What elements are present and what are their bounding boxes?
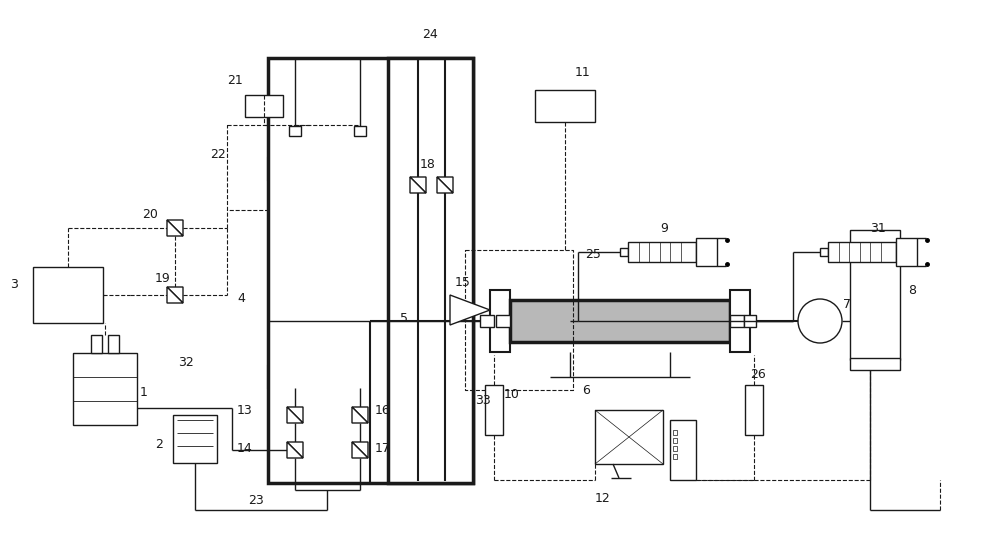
Bar (388, 58, 473, 483)
Bar (730, 315, 744, 327)
Bar (245, 95, 283, 117)
Bar (850, 358, 900, 370)
Polygon shape (410, 177, 426, 193)
Text: 5: 5 (400, 312, 408, 325)
Bar (480, 315, 494, 327)
Text: 13: 13 (237, 404, 253, 417)
Bar (490, 290, 510, 352)
Text: 32: 32 (178, 355, 194, 368)
Text: 23: 23 (248, 493, 264, 506)
Bar (670, 420, 696, 480)
Text: 15: 15 (455, 275, 471, 288)
Bar (673, 438, 677, 443)
Polygon shape (437, 177, 453, 193)
Polygon shape (352, 407, 368, 423)
Polygon shape (167, 220, 183, 236)
Polygon shape (450, 295, 490, 325)
Bar (628, 242, 696, 262)
Text: 11: 11 (575, 65, 591, 78)
Bar (353, 126, 367, 136)
Polygon shape (410, 177, 426, 193)
Bar (696, 238, 717, 266)
Polygon shape (167, 220, 183, 236)
Bar (896, 238, 917, 266)
Text: 4: 4 (237, 292, 245, 305)
Polygon shape (437, 177, 453, 193)
Bar (273, 180, 317, 366)
Bar (33, 267, 103, 323)
Text: 6: 6 (582, 384, 590, 397)
Bar (820, 248, 828, 256)
Bar (535, 90, 595, 122)
Bar (73, 353, 137, 425)
Text: 7: 7 (843, 299, 851, 312)
Bar (108, 335, 119, 353)
Bar (485, 385, 503, 435)
Bar (744, 315, 756, 327)
Polygon shape (287, 442, 303, 458)
Polygon shape (352, 407, 368, 423)
Text: 20: 20 (142, 208, 158, 221)
Text: 3: 3 (10, 279, 18, 292)
Polygon shape (352, 442, 368, 458)
Text: 21: 21 (227, 74, 243, 87)
Text: 25: 25 (585, 248, 601, 261)
Polygon shape (287, 442, 303, 458)
Bar (673, 454, 677, 459)
Text: 10: 10 (504, 388, 520, 401)
Bar (268, 366, 322, 388)
Polygon shape (287, 407, 303, 423)
Bar (289, 126, 301, 136)
Polygon shape (167, 287, 183, 303)
Bar (673, 430, 677, 435)
Text: 33: 33 (475, 393, 491, 406)
Bar (620, 248, 628, 256)
Bar (595, 410, 663, 464)
Text: 14: 14 (237, 441, 253, 454)
Bar (673, 446, 677, 451)
Bar (496, 315, 510, 327)
Bar (354, 126, 366, 136)
Text: 8: 8 (908, 283, 916, 296)
Text: 22: 22 (210, 148, 226, 162)
Bar (333, 366, 387, 388)
Bar (91, 335, 102, 353)
Text: 19: 19 (155, 272, 171, 285)
Polygon shape (352, 442, 368, 458)
Text: 17: 17 (375, 441, 391, 454)
Text: 16: 16 (375, 404, 391, 417)
Text: 1: 1 (140, 386, 148, 399)
Bar (338, 180, 382, 366)
Bar (173, 415, 217, 463)
Text: 9: 9 (660, 221, 668, 234)
Text: 26: 26 (750, 368, 766, 381)
Text: 2: 2 (155, 439, 163, 452)
Bar (510, 300, 730, 342)
Bar (268, 58, 473, 483)
Bar (828, 242, 896, 262)
Polygon shape (167, 287, 183, 303)
Bar (850, 230, 900, 360)
Text: 12: 12 (595, 492, 611, 505)
Bar (745, 385, 763, 435)
Bar (288, 126, 302, 136)
Polygon shape (287, 407, 303, 423)
Text: 18: 18 (420, 159, 436, 171)
Bar (268, 158, 322, 180)
Bar (730, 290, 750, 352)
Circle shape (798, 299, 842, 343)
Bar (333, 158, 387, 180)
Text: 24: 24 (422, 29, 438, 42)
Text: 31: 31 (870, 221, 886, 234)
